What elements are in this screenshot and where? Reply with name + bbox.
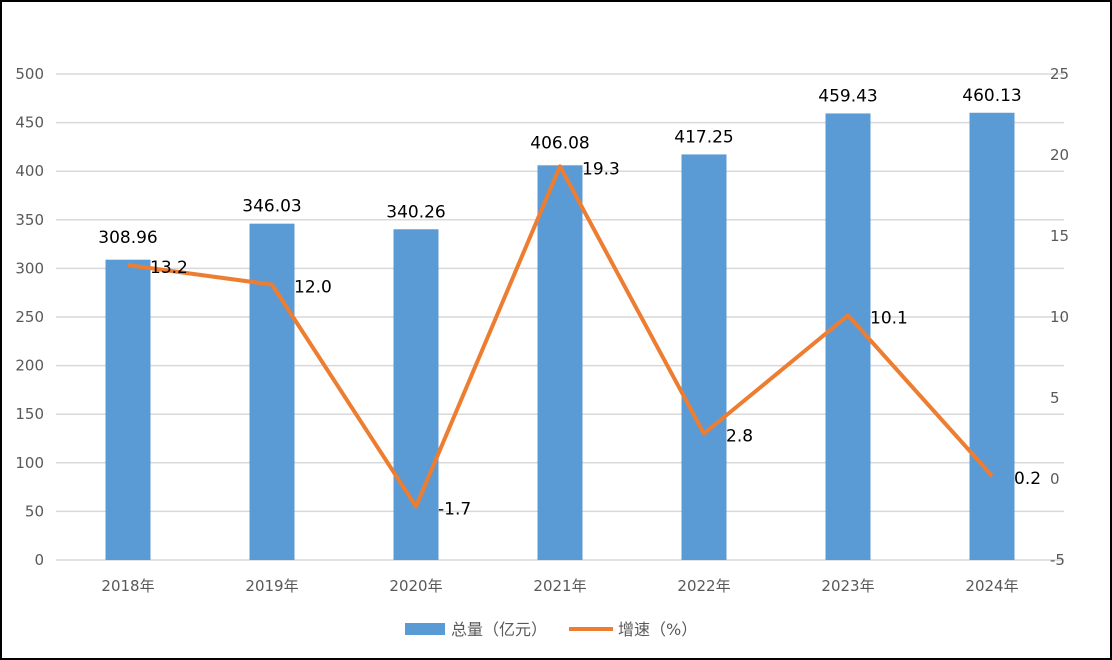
bar-2020年 — [393, 229, 439, 560]
bar-2023年 — [825, 113, 871, 561]
bar-data-label: 346.03 — [242, 197, 301, 217]
x-tick-label: 2022年 — [677, 577, 730, 595]
y-right-tick-label: 10 — [1050, 308, 1069, 326]
legend-bar-label: 总量（亿元） — [451, 620, 547, 639]
line-data-label: 12.0 — [294, 278, 332, 298]
x-tick-label: 2023年 — [821, 577, 874, 595]
y-left-tick-label: 400 — [15, 162, 44, 180]
y-left-tick-label: 250 — [15, 308, 44, 326]
y-left-tick-label: 0 — [34, 551, 44, 569]
bar-data-label: 459.43 — [818, 86, 877, 106]
y-left-tick-label: 50 — [25, 502, 44, 520]
y-left-tick-label: 100 — [15, 454, 44, 472]
line-data-label: 2.8 — [726, 427, 753, 447]
bar-2019年 — [249, 223, 295, 560]
y-right-tick-label: 15 — [1050, 227, 1069, 245]
line-data-label: -1.7 — [438, 500, 471, 520]
y-right-tick-label: 20 — [1050, 146, 1069, 164]
bar-data-label: 417.25 — [674, 127, 733, 147]
bar-2021年 — [537, 165, 583, 561]
line-data-label: 0.2 — [1014, 469, 1041, 489]
y-right-tick-label: 0 — [1050, 470, 1060, 488]
x-tick-label: 2018年 — [101, 577, 154, 595]
bar-data-label: 460.13 — [962, 86, 1021, 106]
legend-bar-swatch — [405, 623, 445, 635]
y-right-tick-label: -5 — [1050, 551, 1065, 569]
bar-2022年 — [681, 154, 727, 561]
y-left-tick-label: 500 — [15, 65, 44, 83]
y-left-tick-label: 300 — [15, 259, 44, 277]
y-left-tick-label: 450 — [15, 114, 44, 132]
y-right-tick-label: 25 — [1050, 65, 1069, 83]
x-tick-label: 2024年 — [965, 577, 1018, 595]
bar-2024年 — [969, 112, 1015, 561]
bar-data-label: 406.08 — [530, 133, 589, 153]
line-data-label: 10.1 — [870, 308, 908, 328]
bar-data-label: 308.96 — [98, 228, 157, 248]
y-left-tick-label: 150 — [15, 405, 44, 423]
x-tick-label: 2019年 — [245, 577, 298, 595]
line-data-label: 13.2 — [150, 258, 188, 278]
x-tick-label: 2021年 — [533, 577, 586, 595]
bar-data-label: 340.26 — [386, 202, 445, 222]
legend-line-label: 增速（%） — [618, 620, 697, 639]
x-tick-label: 2020年 — [389, 577, 442, 595]
line-data-label: 19.3 — [582, 159, 620, 179]
y-left-tick-label: 200 — [15, 357, 44, 375]
y-right-tick-label: 5 — [1050, 389, 1060, 407]
y-left-tick-label: 350 — [15, 211, 44, 229]
bar-2018年 — [105, 259, 151, 560]
